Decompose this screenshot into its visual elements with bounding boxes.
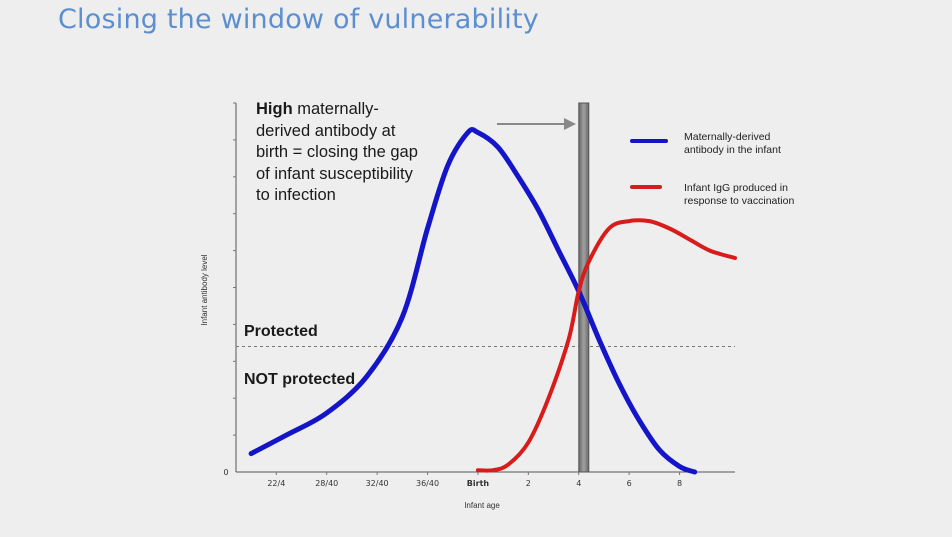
x-tick-label: 4 xyxy=(576,479,581,488)
annotation-line-5: to infection xyxy=(256,186,336,204)
not-protected-label: NOT protected xyxy=(244,371,355,388)
x-tick-label: 22/4 xyxy=(267,479,285,488)
x-axis-title: Infant age xyxy=(464,501,500,510)
arrow-head-icon xyxy=(564,118,576,130)
series-line-maternal-antibody xyxy=(248,126,698,475)
x-tick-label: 8 xyxy=(677,479,682,488)
x-axis-ticks: 22/4 28/40 32/40 36/40 Birth 2 4 6 8 xyxy=(267,472,682,488)
x-tick-label: 36/40 xyxy=(416,479,439,488)
slide-title: Closing the window of vulnerability xyxy=(58,4,539,35)
series-line-infant-igg xyxy=(475,218,737,473)
legend-label-infant-igg: Infant IgG produced in response to vaccin… xyxy=(684,182,794,207)
protected-label: Protected xyxy=(244,323,318,340)
x-tick-label: 32/40 xyxy=(366,479,389,488)
x-tick-label: 2 xyxy=(526,479,531,488)
legend-label-maternal: Maternally-derived antibody in the infant xyxy=(684,131,781,156)
annotation-line-1: High maternally- xyxy=(256,100,379,118)
x-tick-label: Birth xyxy=(467,479,490,488)
annotation-line-4: of infant susceptibility xyxy=(256,165,414,183)
x-tick-label: 28/40 xyxy=(315,479,338,488)
y-axis-ticks xyxy=(233,102,236,436)
x-tick-label: 6 xyxy=(627,479,632,488)
y-tick-label-zero: 0 xyxy=(223,468,228,477)
y-axis-title: Infant antibody level xyxy=(200,254,209,325)
annotation-line-3: birth = closing the gap xyxy=(256,143,418,161)
annotation-line-2: derived antibody at xyxy=(256,122,396,140)
